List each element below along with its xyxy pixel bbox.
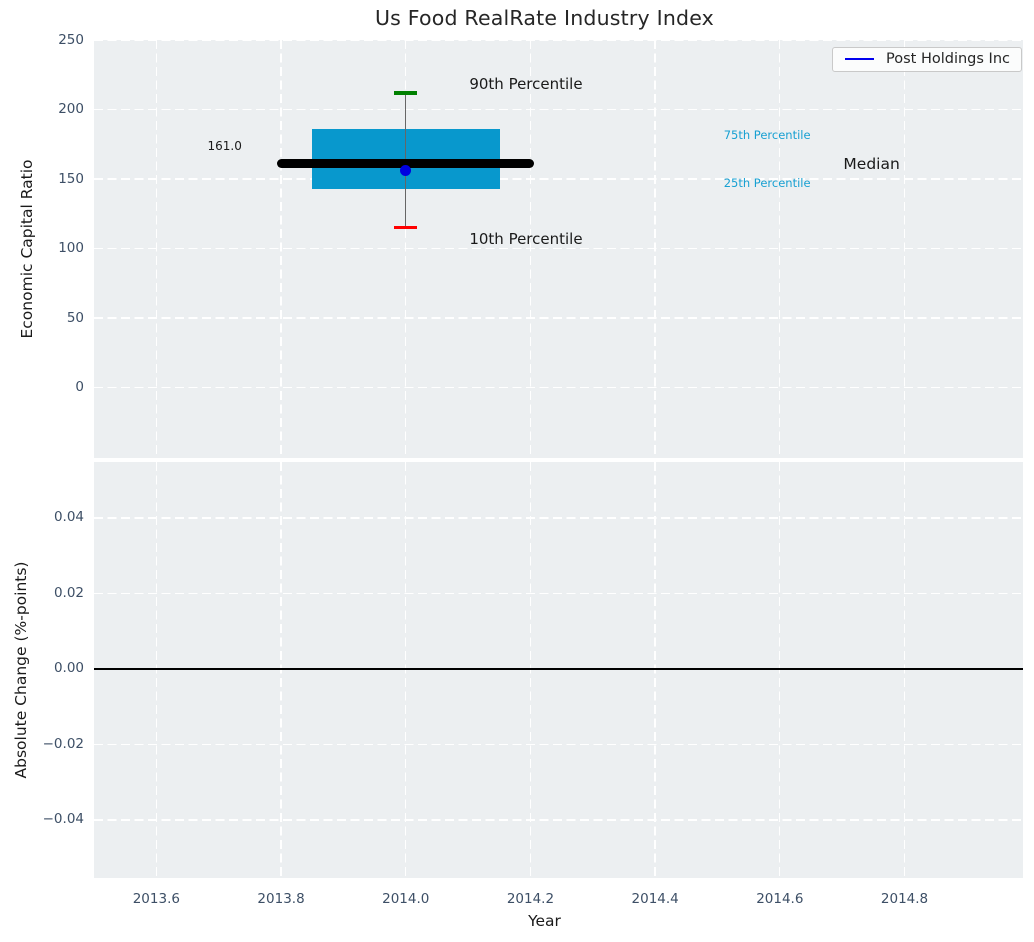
x-tick-label: 2013.6	[132, 891, 180, 907]
gridline-horizontal	[94, 592, 1023, 594]
company-marker	[400, 165, 412, 177]
x-axis-label: Year	[528, 912, 561, 930]
x-tick-label: 2014.8	[880, 891, 929, 907]
y-tick-label: 50	[66, 309, 84, 326]
gridline-horizontal	[94, 178, 1023, 180]
gridline-horizontal	[94, 517, 1023, 519]
gridline-vertical	[779, 462, 781, 878]
gridline-horizontal	[94, 386, 1023, 389]
gridline-vertical	[903, 462, 906, 878]
y-tick-label: −0.02	[42, 735, 84, 752]
p10-cap	[394, 225, 418, 230]
gridline-horizontal	[94, 39, 1023, 41]
gridline-horizontal	[94, 247, 1023, 250]
x-tick-label: 2014.0	[382, 891, 430, 907]
x-tick-label: 2014.4	[631, 891, 679, 907]
y-tick-label: 100	[58, 240, 84, 256]
y-tick-label: −0.04	[42, 811, 84, 828]
x-tick-label: 2014.6	[756, 891, 804, 907]
y-tick-label: 0.04	[53, 509, 84, 526]
axes-bottom-absolute-change	[94, 462, 1023, 878]
median-line	[277, 159, 535, 169]
legend-label: Post Holdings Inc	[886, 51, 1010, 67]
gridline-vertical	[280, 462, 282, 878]
annotation-median-label: Median	[843, 154, 900, 173]
y-tick-label: 250	[58, 31, 84, 48]
annotation-p90-percentile-label: 90th Percentile	[469, 74, 583, 93]
gridline-horizontal	[94, 819, 1023, 821]
gridline-horizontal	[94, 743, 1023, 745]
gridline-vertical	[155, 462, 157, 878]
gridline-horizontal	[94, 317, 1023, 319]
annotation-p25-percentile-label: 25th Percentile	[723, 176, 811, 191]
zero-line	[94, 668, 1023, 670]
y-axis-label-bottom: Absolute Change (%-points)	[12, 561, 30, 779]
p90-cap	[394, 91, 418, 95]
y-tick-label: 0.00	[53, 660, 84, 677]
x-tick-label: 2013.8	[257, 891, 305, 907]
y-tick-label: 200	[58, 101, 84, 117]
gridline-horizontal	[94, 108, 1023, 111]
chart-title: Us Food RealRate Industry Index	[374, 6, 715, 30]
gridline-vertical	[405, 462, 407, 878]
annotation-p10-percentile-label: 10th Percentile	[469, 229, 583, 248]
x-tick-label: 2014.2	[506, 891, 555, 907]
y-tick-label: 150	[58, 170, 84, 187]
y-tick-label: 0.02	[53, 584, 84, 601]
y-tick-label: 0	[75, 379, 84, 396]
legend-line-sample	[845, 58, 874, 60]
annotation-median-value-label: 161.0	[207, 138, 242, 153]
legend: Post Holdings Inc	[832, 47, 1022, 72]
annotation-p75-percentile-label: 75th Percentile	[723, 127, 811, 142]
gridline-vertical	[529, 462, 532, 878]
gridline-vertical	[654, 462, 656, 878]
